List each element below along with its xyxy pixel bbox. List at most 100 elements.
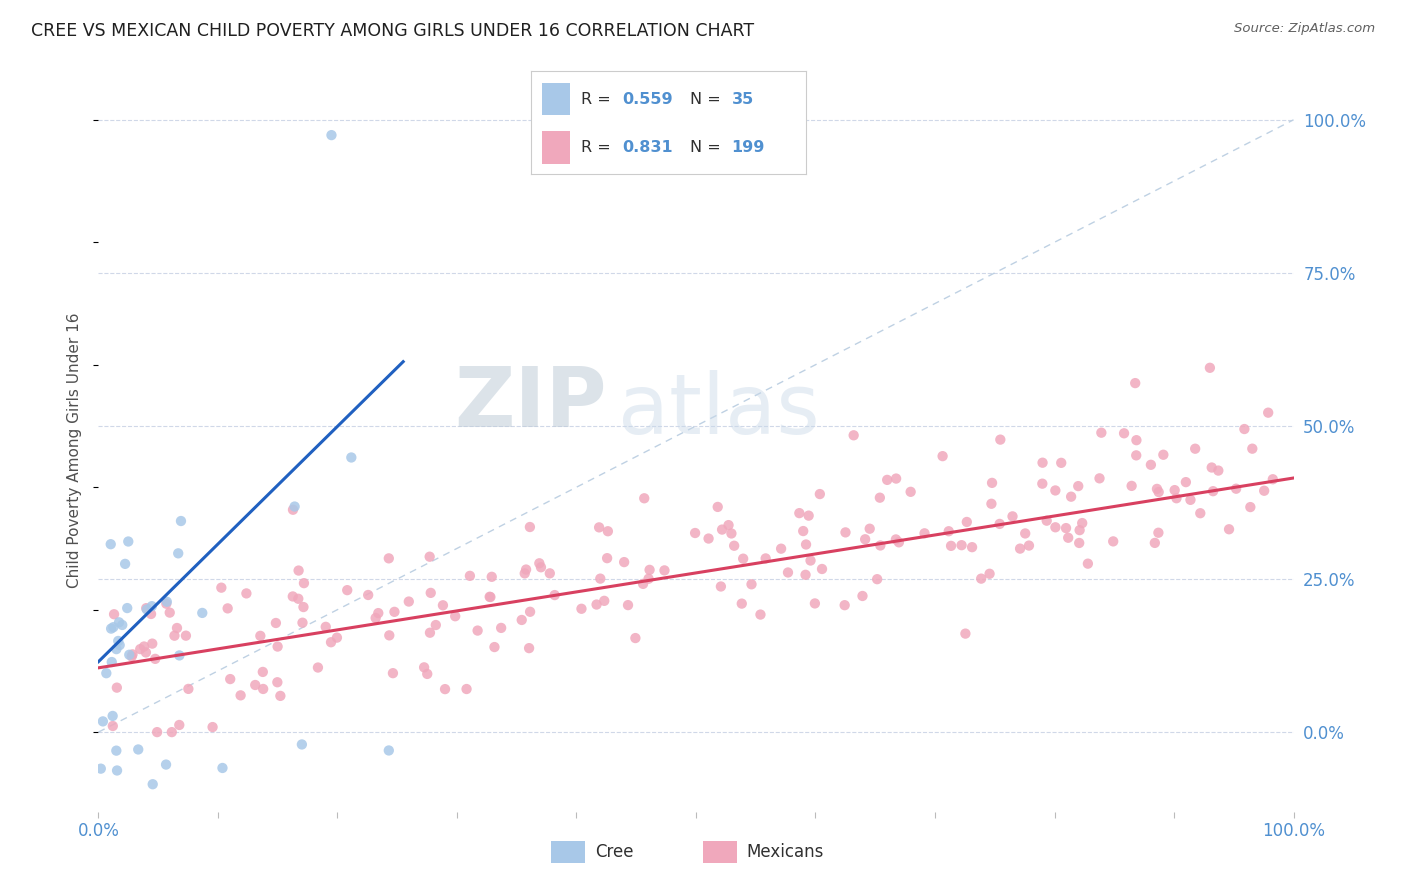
Point [367,606,389,620]
Point [1201,460,1223,475]
Point [419,625,441,640]
Point [1225,482,1247,496]
Text: N =: N = [690,92,727,106]
Point [191,606,214,620]
Point [770,541,793,556]
Point [776,566,799,580]
Point [467,624,489,638]
Point [808,487,831,501]
Point [960,540,983,554]
Point [613,555,636,569]
Point [749,607,772,622]
Point [484,640,506,654]
Point [1060,490,1083,504]
Point [105,642,128,657]
Point [307,660,329,674]
FancyBboxPatch shape [543,131,569,163]
Point [1125,433,1147,447]
Point [851,589,873,603]
Point [1147,525,1170,540]
Point [1031,456,1053,470]
Point [633,491,655,506]
Point [1010,541,1032,556]
Text: 35: 35 [731,92,754,106]
Point [834,525,856,540]
Point [170,514,193,528]
Point [740,577,762,591]
Point [1112,426,1135,441]
Point [142,777,165,791]
Point [1054,521,1077,535]
Point [135,601,157,615]
Point [167,546,190,560]
Point [398,594,420,608]
Point [1090,425,1112,440]
Point [115,601,138,615]
Point [939,539,962,553]
Point [163,629,186,643]
Point [589,572,612,586]
Point [481,570,503,584]
Point [444,609,467,624]
Point [108,638,131,652]
Point [530,560,553,574]
Point [1174,475,1197,489]
Point [1125,448,1147,462]
Point [319,635,342,649]
Point [111,618,134,632]
Point [519,520,541,534]
Point [789,506,811,520]
Point [292,600,315,615]
Point [866,572,889,586]
Point [733,551,755,566]
Point [118,648,141,662]
Point [544,588,567,602]
Point [287,591,309,606]
Point [336,583,359,598]
Point [1239,500,1261,514]
Point [141,599,163,614]
FancyBboxPatch shape [543,83,569,115]
Text: 199: 199 [731,140,765,155]
Point [479,590,502,604]
Point [107,634,129,648]
Point [156,595,179,609]
Point [887,535,910,549]
Point [169,718,191,732]
Point [103,607,125,622]
Point [432,599,454,613]
Point [955,626,977,640]
Point [970,572,993,586]
Text: CREE VS MEXICAN CHILD POVERTY AMONG GIRLS UNDER 16 CORRELATION CHART: CREE VS MEXICAN CHILD POVERTY AMONG GIRL… [31,22,754,40]
Point [315,620,337,634]
Point [100,655,122,669]
Point [132,640,155,654]
Point [710,579,733,593]
Point [1208,464,1230,478]
Point [1146,482,1168,496]
Point [1069,523,1091,537]
Point [1071,516,1094,530]
Point [1253,483,1275,498]
Point [90,762,112,776]
Point [117,534,139,549]
Point [266,675,288,690]
Y-axis label: Child Poverty Among Girls Under 16: Child Poverty Among Girls Under 16 [67,313,83,588]
FancyBboxPatch shape [703,841,737,863]
Point [1001,509,1024,524]
Point [1189,506,1212,520]
Point [794,537,817,551]
Point [235,586,257,600]
Point [159,606,181,620]
Text: 0.559: 0.559 [621,92,672,106]
Text: N =: N = [690,140,727,155]
Point [160,725,183,739]
Point [956,515,979,529]
Point [287,564,309,578]
Point [1152,448,1174,462]
Point [100,622,122,636]
Point [876,473,898,487]
Point [249,629,271,643]
Point [1202,484,1225,499]
Point [1163,483,1185,497]
